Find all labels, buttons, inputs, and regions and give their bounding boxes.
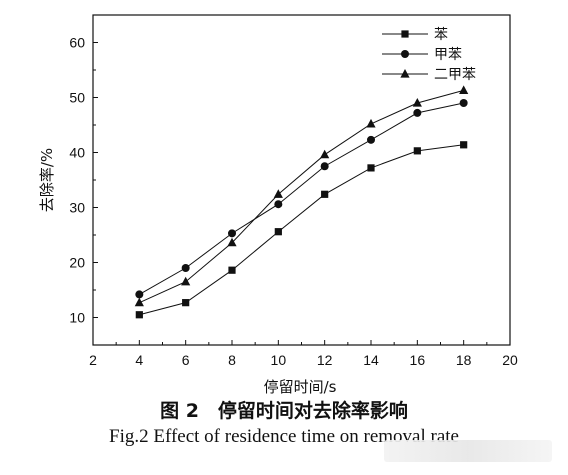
legend-label: 苯 xyxy=(434,26,448,43)
data-point xyxy=(274,200,283,209)
data-point xyxy=(413,108,422,117)
data-point xyxy=(459,99,468,107)
data-point xyxy=(181,276,191,286)
x-tick-label: 16 xyxy=(410,352,426,368)
legend-marker xyxy=(401,50,409,58)
legend-label: 二甲苯 xyxy=(434,66,476,83)
series-line xyxy=(139,144,464,316)
x-axis-title: 停留时间/s xyxy=(264,378,337,395)
series-2 xyxy=(135,99,468,299)
data-point xyxy=(367,135,375,144)
data-point xyxy=(227,237,237,247)
x-tick-label: 18 xyxy=(456,352,472,368)
figure-caption-english: Fig.2 Effect of residence time on remova… xyxy=(109,426,459,447)
data-point xyxy=(321,190,329,198)
x-tick-label: 6 xyxy=(182,352,190,368)
series-line xyxy=(139,89,464,304)
y-tick-label: 20 xyxy=(69,255,85,271)
y-tick-label: 10 xyxy=(69,310,85,326)
series-line xyxy=(139,102,464,295)
data-point xyxy=(412,98,422,107)
y-tick-label: 40 xyxy=(69,145,85,161)
watermark xyxy=(384,440,552,462)
data-point xyxy=(459,85,469,94)
x-tick-label: 20 xyxy=(502,352,518,368)
legend-label: 甲苯 xyxy=(434,46,462,63)
data-point xyxy=(460,141,468,149)
data-point xyxy=(413,147,421,155)
data-point xyxy=(274,228,282,236)
y-tick-label: 60 xyxy=(69,35,85,51)
data-point xyxy=(366,118,376,128)
data-point xyxy=(320,162,329,171)
x-tick-label: 8 xyxy=(228,352,236,368)
x-tick-label: 4 xyxy=(135,352,143,368)
x-tick-label: 2 xyxy=(89,352,97,368)
data-point xyxy=(181,264,190,272)
data-point xyxy=(367,164,375,172)
legend-entry: 二甲苯 xyxy=(382,66,476,83)
y-tick-label: 50 xyxy=(69,90,85,106)
data-point xyxy=(135,290,144,299)
x-tick-label: 10 xyxy=(271,352,287,368)
figure-caption-chinese: 图 2 停留时间对去除率影响 xyxy=(160,400,408,422)
data-point xyxy=(228,229,236,238)
legend-entry: 甲苯 xyxy=(382,46,462,63)
data-point xyxy=(228,266,236,274)
data-point xyxy=(182,299,190,307)
x-tick-label: 12 xyxy=(317,352,333,368)
data-point xyxy=(320,149,330,159)
y-axis-title: 去除率/% xyxy=(38,148,56,212)
y-tick-label: 30 xyxy=(69,200,85,216)
series-3 xyxy=(134,85,469,307)
data-point xyxy=(273,189,283,198)
legend-marker xyxy=(401,30,409,38)
legend-marker xyxy=(400,69,410,78)
data-point xyxy=(134,297,144,307)
series-1 xyxy=(135,141,468,319)
data-point xyxy=(135,311,143,319)
x-tick-label: 14 xyxy=(363,352,379,368)
legend-entry: 苯 xyxy=(382,26,448,43)
